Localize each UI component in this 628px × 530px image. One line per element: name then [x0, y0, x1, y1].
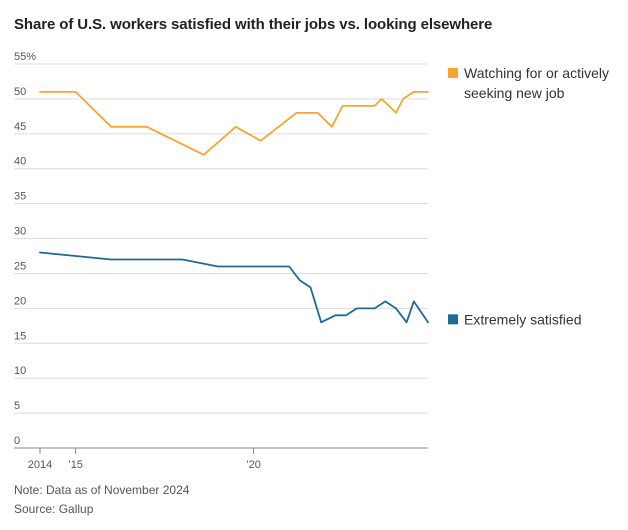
- grid-lines: [14, 63, 428, 449]
- legend-swatch: [448, 314, 458, 325]
- legend-label: Extremely satisfied: [464, 311, 581, 327]
- footnote: Note: Data as of November 2024: [14, 483, 190, 497]
- y-tick-label: 0: [14, 435, 20, 447]
- y-tick-label: 25: [14, 260, 26, 272]
- x-axis-ticks: 2014 ’15 ’20: [28, 448, 261, 471]
- y-tick-label: 15: [14, 330, 26, 342]
- y-tick-label: 5: [14, 400, 20, 412]
- y-tick-label: 35: [14, 191, 26, 203]
- y-tick-label: 50: [14, 86, 26, 98]
- series-lines: [39, 91, 429, 324]
- legend: Watching for or actively seeking new job E…: [448, 65, 609, 327]
- y-tick-label: 55%: [14, 51, 36, 63]
- chart-title: Share of U.S. workers satisfied with the…: [14, 16, 493, 33]
- y-tick-label: 10: [14, 365, 26, 377]
- x-tick-label: 2014: [28, 459, 52, 471]
- x-tick-label: ’15: [68, 459, 83, 471]
- y-tick-label: 40: [14, 156, 26, 168]
- y-tick-label: 30: [14, 226, 26, 238]
- legend-swatch: [448, 67, 458, 78]
- x-tick-label: ’20: [246, 459, 261, 471]
- series-line-seeking-new-job: [39, 91, 429, 156]
- y-tick-label: 20: [14, 295, 26, 307]
- source-note: Source: Gallup: [14, 502, 94, 516]
- y-tick-label: 45: [14, 121, 26, 133]
- legend-label: Watching for or actively: [464, 65, 609, 81]
- legend-label: seeking new job: [464, 85, 565, 101]
- series-line-extremely-satisfied: [39, 251, 429, 324]
